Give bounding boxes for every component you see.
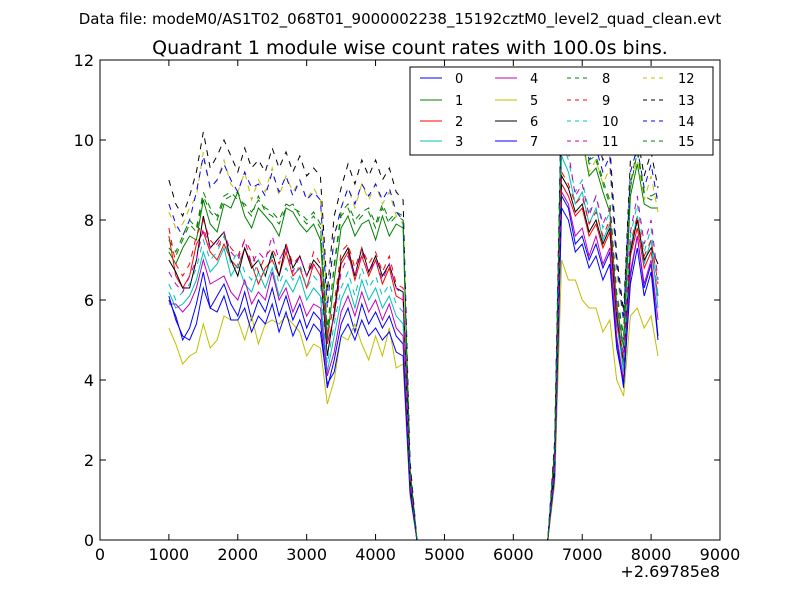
series-line-14 (168, 91, 659, 541)
series-line-11 (168, 131, 659, 541)
legend-label-0: 0 (455, 72, 463, 87)
y-tick-label: 4 (84, 371, 94, 390)
legend-label-12: 12 (678, 72, 695, 87)
series-line-9 (168, 170, 659, 541)
x-tick-label: 4000 (355, 545, 396, 564)
x-tick-label: 5000 (424, 545, 465, 564)
x-tick-label: 1000 (149, 545, 190, 564)
legend-label-7: 7 (530, 135, 538, 150)
x-tick-label: 0 (95, 545, 105, 564)
legend-label-3: 3 (455, 135, 463, 150)
legend-label-6: 6 (530, 115, 538, 130)
series-line-7 (168, 206, 659, 541)
x-tick-label: 2000 (217, 545, 258, 564)
y-tick-label: 8 (84, 211, 94, 230)
legend-label-14: 14 (678, 115, 695, 130)
x-offset-label: +2.69785e8 (620, 562, 720, 581)
legend-label-5: 5 (530, 94, 538, 109)
legend-label-2: 2 (455, 115, 463, 130)
x-tick-label: 8000 (631, 545, 672, 564)
legend-label-1: 1 (455, 94, 463, 109)
legend-box (409, 66, 714, 156)
legend-label-13: 13 (678, 94, 695, 109)
legend-label-10: 10 (602, 115, 619, 130)
legend-label-4: 4 (530, 72, 538, 87)
series-line-8 (168, 99, 659, 541)
x-tick-label: 7000 (562, 545, 603, 564)
x-tick-label: 6000 (493, 545, 534, 564)
series-line-15 (168, 103, 659, 541)
legend-label-11: 11 (602, 135, 619, 150)
axis-ticks: 0 1000 2000 3000 4000 5000 6000 7000 8000 9000 0 2 4… (74, 51, 741, 564)
series-line-6 (168, 174, 659, 541)
legend-label-8: 8 (602, 72, 610, 87)
y-tick-label: 6 (84, 291, 94, 310)
series-line-10 (168, 139, 659, 541)
x-tick-label: 3000 (286, 545, 327, 564)
legend-label-15: 15 (678, 135, 695, 150)
series-line-0 (168, 194, 659, 541)
y-tick-label: 10 (74, 131, 94, 150)
x-tick-label: 9000 (700, 545, 741, 564)
y-tick-label: 0 (84, 531, 94, 550)
data-file-label: Data file: modeM0/AS1T02_068T01_90000022… (79, 10, 722, 29)
y-tick-label: 12 (74, 51, 94, 70)
series-line-12 (168, 106, 659, 541)
legend-label-9: 9 (602, 94, 610, 109)
chart-title: Quadrant 1 module wise count rates with … (152, 37, 668, 59)
y-tick-label: 2 (84, 451, 94, 470)
